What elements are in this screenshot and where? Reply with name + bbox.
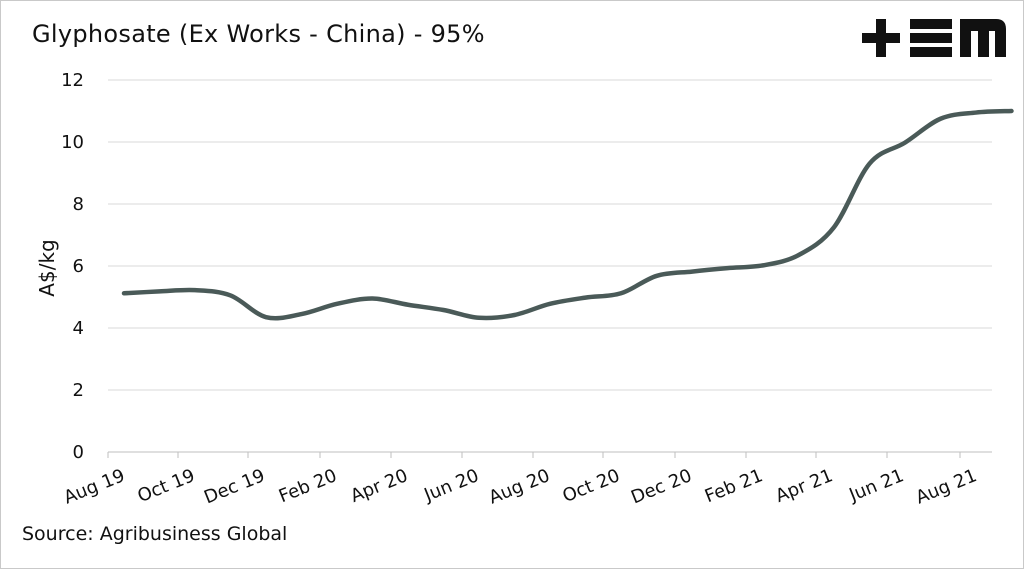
source-note: Source: Agribusiness Global [22,523,288,545]
x-tick-label: Oct 19 [135,465,198,507]
x-tick-label: Dec 20 [628,465,695,508]
y-tick-label: 8 [73,194,84,215]
y-tick-label: 6 [73,256,84,277]
x-tick-label: Oct 20 [560,465,623,507]
x-tick-label: Feb 20 [276,465,340,507]
x-tick-label: Jun 20 [420,465,481,506]
x-tick-label: Apr 20 [348,465,411,507]
x-axis [107,451,992,458]
logo-mark [862,19,1006,57]
x-tick-label: Apr 21 [773,465,836,507]
x-tick-label: Jun 21 [845,465,906,506]
x-tick-label: Dec 19 [201,465,268,508]
x-tick-label: Aug 20 [486,465,553,508]
x-tick-label: Aug 21 [913,465,980,508]
y-axis-ticks: 0 2 4 6 8 10 12 [61,70,84,463]
y-tick-label: 4 [73,318,84,339]
y-tick-label: 2 [73,380,84,401]
y-tick-label: 10 [61,132,84,153]
x-axis-ticks: Aug 19 Oct 19 Dec 19 Feb 20 Apr 20 Jun 20 Aug … [61,465,980,508]
chart-title: Glyphosate (Ex Works - China) - 95% [32,20,485,48]
series-lines [121,108,1014,321]
x-tick-label: Aug 19 [61,465,128,508]
gridlines [108,79,992,391]
series-line [121,108,1014,321]
y-tick-label: 12 [61,70,84,91]
y-tick-label: 0 [73,442,84,463]
y-axis-label: A$/kg [35,239,59,296]
x-tick-label: Feb 21 [702,465,766,507]
brand-logo [860,16,1010,65]
